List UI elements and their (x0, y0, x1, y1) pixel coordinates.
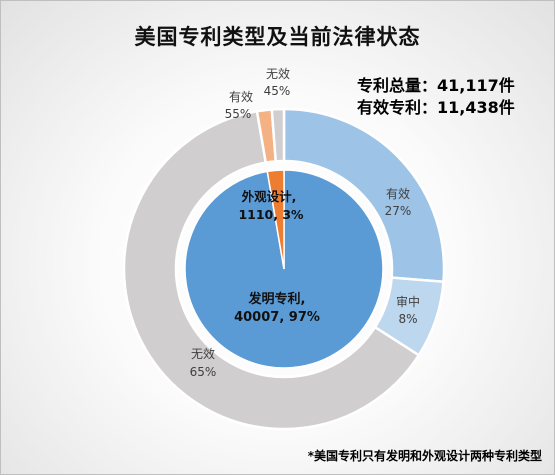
totals-box: 专利总量：41,117件 有效专利：11,438件 (357, 75, 515, 119)
label-invention-name: 发明专利, (248, 291, 306, 307)
outer-slice-invention-2 (122, 109, 421, 431)
valid-patents-label: 有效专利：11,438件 (357, 98, 515, 117)
label-invention-invalid-name: 无效 (191, 346, 215, 361)
label-design-valid-pct: 55% (225, 107, 252, 121)
label-design-valid-name: 有效 (229, 89, 253, 104)
outer-slice-invention-0 (282, 107, 446, 284)
label-design-invalid-pct: 45% (264, 84, 291, 98)
outer-slice-design-1 (270, 107, 286, 163)
label-invention-valid-name: 有效 (386, 186, 410, 201)
total-patents-label: 专利总量：41,117件 (357, 76, 515, 95)
footnote: *美国专利只有发明和外观设计两种专利类型 (307, 449, 542, 463)
label-invention-pending-name: 审中 (396, 294, 420, 309)
label-invention-pending-pct: 8% (398, 312, 417, 326)
label-invention-invalid-pct: 65% (190, 365, 217, 379)
label-design-name: 外观设计, (241, 189, 297, 204)
chart-title: 美国专利类型及当前法律状态 (134, 25, 421, 49)
label-invention-value: 40007, 97% (234, 310, 320, 325)
label-design-value: 1110, 3% (238, 207, 304, 222)
inner-slice-design (266, 169, 285, 270)
label-design-invalid-name: 无效 (266, 66, 290, 81)
label-invention-valid-pct: 27% (385, 204, 412, 218)
